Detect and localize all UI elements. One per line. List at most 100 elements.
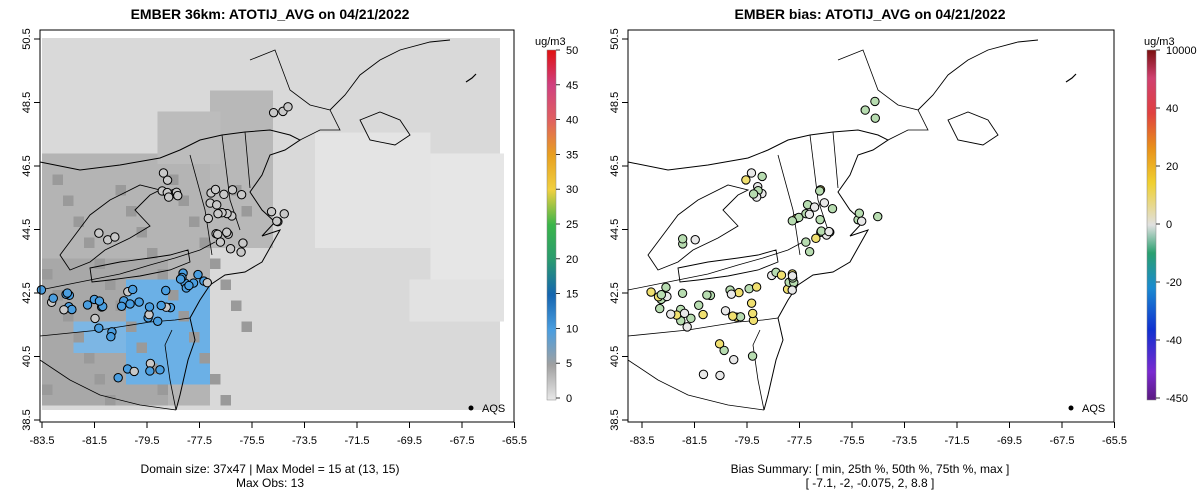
station-marker <box>744 284 754 294</box>
grid-cell <box>451 269 462 280</box>
grid-cell <box>241 321 252 332</box>
grid-cell <box>378 216 389 227</box>
grid-cell <box>73 227 84 238</box>
grid-cell <box>73 363 84 374</box>
grid-cell <box>157 132 168 143</box>
grid-cell <box>378 153 389 164</box>
grid-cell <box>451 237 462 248</box>
grid-cell <box>325 143 336 154</box>
grid-cell <box>105 164 116 175</box>
grid-cell <box>147 395 158 406</box>
station-marker <box>156 300 166 311</box>
grid-cell <box>378 227 389 238</box>
grid-cell <box>52 216 63 227</box>
grid-cell <box>73 353 84 364</box>
grid-cell <box>199 248 210 259</box>
grid-cell <box>136 342 147 353</box>
grid-cell <box>420 132 431 143</box>
grid-cell <box>63 311 74 322</box>
grid-cell <box>115 290 126 301</box>
grid-cell <box>63 342 74 353</box>
grid-cell <box>336 216 347 227</box>
grid-cell <box>168 321 179 332</box>
grid-cell <box>472 164 483 175</box>
station-marker <box>225 244 236 254</box>
grid-cell <box>462 248 473 259</box>
grid-cell <box>84 248 95 259</box>
grid-cell <box>63 248 74 259</box>
grid-cell <box>430 164 441 175</box>
grid-cell <box>241 122 252 133</box>
station-marker <box>134 297 144 307</box>
aqs-label: AQS <box>1082 403 1105 415</box>
grid-cell <box>420 153 431 164</box>
y-tick-label: 42.5 <box>21 282 33 303</box>
grid-cell <box>430 237 441 248</box>
grid-cell <box>147 374 158 385</box>
coastline-and-borders <box>627 39 1077 411</box>
station-marker <box>801 237 811 247</box>
grid-cell <box>430 300 441 311</box>
station-marker <box>804 209 815 220</box>
grid-cell <box>136 374 147 385</box>
x-tick-label: -67.5 <box>449 435 474 447</box>
station-marker <box>213 208 223 219</box>
grid-cell <box>126 164 137 175</box>
station-marker <box>236 247 246 257</box>
grid-cell <box>441 248 452 259</box>
grid-cell <box>483 206 494 217</box>
bias-footer-line1: Bias Summary: [ min, 25th %, 50th %, 75t… <box>730 462 1010 476</box>
grid-cell <box>52 195 63 206</box>
grid-cell <box>73 258 84 269</box>
grid-cell <box>199 384 210 395</box>
grid-cell <box>409 300 420 311</box>
station-marker <box>819 198 830 208</box>
grid-cell <box>42 363 53 374</box>
grid-cell <box>451 279 462 290</box>
grid-cell <box>126 227 137 238</box>
grid-cell <box>472 300 483 311</box>
grid-cell <box>252 237 263 248</box>
grid-cell <box>409 216 420 227</box>
grid-cell <box>210 111 221 122</box>
grid-cell <box>42 279 53 290</box>
grid-cell <box>189 300 200 311</box>
grid-cell <box>210 101 221 112</box>
aqs-legend: AQS <box>468 403 505 415</box>
grid-cell <box>199 122 210 133</box>
grid-cell <box>346 227 357 238</box>
grid-cell <box>52 153 63 164</box>
grid-cell <box>409 237 420 248</box>
colorbar-ticks: -450 -40 -20 0 20 40 10000 <box>1156 45 1197 405</box>
station-marker <box>698 309 708 320</box>
grid-cell <box>430 153 441 164</box>
grid-cell <box>472 237 483 248</box>
grid-cell <box>241 111 252 122</box>
grid-cell <box>105 227 116 238</box>
grid-cell <box>63 206 74 217</box>
grid-cell <box>430 279 441 290</box>
grid-cell <box>52 279 63 290</box>
grid-cell <box>178 384 189 395</box>
grid-cell <box>430 174 441 185</box>
grid-cell <box>262 216 273 227</box>
grid-cell <box>147 332 158 343</box>
grid-cell <box>493 300 504 311</box>
grid-cell <box>73 384 84 395</box>
grid-cell <box>52 300 63 311</box>
grid-cell <box>462 164 473 175</box>
y-tick-label: 42.5 <box>609 282 621 303</box>
model-grid-cells <box>42 38 504 410</box>
grid-cell <box>178 185 189 196</box>
grid-cell <box>367 227 378 238</box>
station-marker <box>734 287 744 298</box>
grid-cell <box>136 185 147 196</box>
grid-cell <box>178 111 189 122</box>
grid-cell <box>493 153 504 164</box>
grid-cell <box>105 279 116 290</box>
colorbar-tick-label: 20 <box>1166 161 1178 173</box>
grid-cell <box>84 363 95 374</box>
grid-cell <box>483 290 494 301</box>
grid-cell <box>178 311 189 322</box>
grid-cell <box>73 248 84 259</box>
